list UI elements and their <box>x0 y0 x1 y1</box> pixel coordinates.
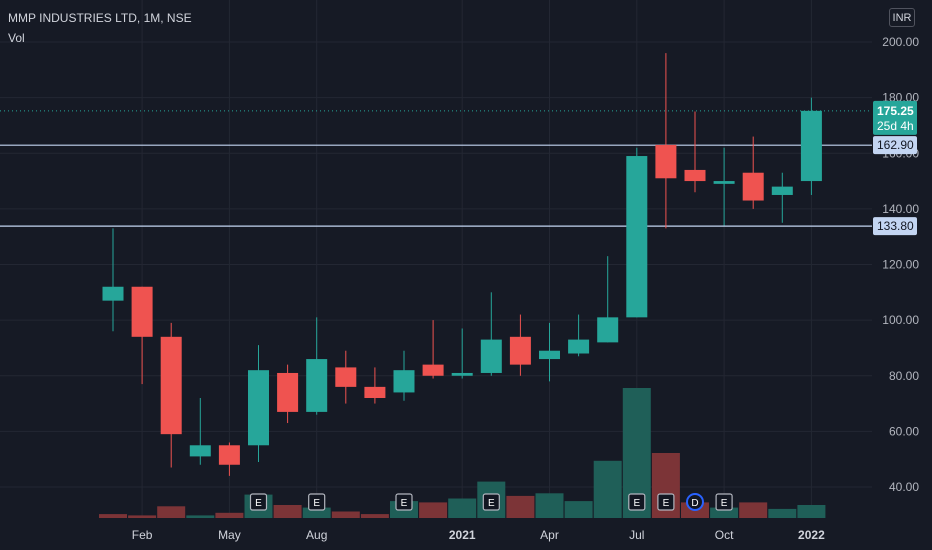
countdown-label: 25d 4h <box>877 119 914 133</box>
event-marker-label: E <box>401 498 408 509</box>
candle-body <box>713 181 735 184</box>
level-price-tag <box>873 136 917 155</box>
event-marker-label: E <box>633 498 640 509</box>
x-tick-label: Aug <box>306 528 327 542</box>
currency-badge[interactable]: INR <box>889 8 915 27</box>
volume-bar <box>157 506 186 518</box>
y-tick-label: 80.00 <box>889 369 919 383</box>
volume-bar <box>99 514 127 518</box>
y-tick-label: 140.00 <box>882 202 919 216</box>
candle-body <box>626 156 648 318</box>
earnings-marker-icon[interactable] <box>657 493 675 511</box>
candle-body <box>393 370 415 393</box>
event-marker-label: E <box>488 498 495 509</box>
candle-body <box>335 367 357 387</box>
volume-bar <box>739 502 768 518</box>
candle-body <box>684 169 706 182</box>
volume-bar <box>506 495 535 518</box>
x-tick-label: 2021 <box>449 528 476 542</box>
level-price-label: 162.90 <box>877 138 914 152</box>
candle-body <box>742 172 764 201</box>
level-price-label: 133.80 <box>877 219 914 233</box>
volume-bar <box>302 507 331 518</box>
dividend-marker-icon[interactable] <box>686 493 704 511</box>
x-tick-label: 2022 <box>798 528 825 542</box>
candle-body <box>160 336 182 435</box>
x-tick-label: Feb <box>132 528 153 542</box>
volume-bar <box>215 512 244 518</box>
y-tick-label: 200.00 <box>882 35 919 49</box>
candle-body <box>218 445 240 465</box>
volume-bar <box>710 507 739 518</box>
last-price-label: 175.25 <box>877 104 914 118</box>
y-tick-label: 120.00 <box>882 258 919 272</box>
candle-body <box>422 364 444 376</box>
candles <box>102 53 822 476</box>
y-tick-label: 100.00 <box>882 313 919 327</box>
volume-bar <box>797 505 826 518</box>
candle-body <box>277 372 299 412</box>
event-marker-label: E <box>313 498 320 509</box>
earnings-marker-icon[interactable] <box>482 493 500 511</box>
x-tick-label: Apr <box>540 528 559 542</box>
candle-body <box>364 386 386 398</box>
y-tick-label: 40.00 <box>889 480 919 494</box>
earnings-marker-icon[interactable] <box>715 493 733 511</box>
volume-bar <box>273 505 302 518</box>
candle-body <box>248 370 269 446</box>
last-price-tag <box>873 100 917 135</box>
event-marker-label: D <box>691 498 698 509</box>
candle-body <box>480 339 502 373</box>
event-marker-label: E <box>663 498 670 509</box>
volume-bar <box>593 460 622 518</box>
volume-bar <box>128 515 157 518</box>
volume-bar <box>360 514 389 518</box>
earnings-marker-icon[interactable] <box>249 493 268 511</box>
x-tick-label: May <box>218 528 241 542</box>
earnings-marker-icon[interactable] <box>395 493 413 511</box>
x-tick-label: Jul <box>629 528 644 542</box>
volume-bar <box>419 502 448 518</box>
candle-body <box>102 286 124 301</box>
candle-body <box>306 359 328 412</box>
event-marker-label: E <box>255 498 262 509</box>
candle-body <box>800 110 822 182</box>
candle-body <box>131 286 153 337</box>
y-tick-label: 60.00 <box>889 424 919 438</box>
level-price-tag <box>873 217 917 236</box>
candle-body <box>509 336 531 365</box>
candle-body <box>771 186 793 195</box>
candle-body <box>597 317 619 343</box>
event-marker-label: E <box>721 498 728 509</box>
volume-bar <box>186 515 215 518</box>
x-tick-label: Oct <box>715 528 734 542</box>
volume-bar <box>768 508 797 518</box>
volume-label: Vol <box>8 31 25 45</box>
candle-body <box>451 372 473 376</box>
candle-body <box>568 339 590 354</box>
volume-bar <box>448 498 477 518</box>
volume-bar <box>564 501 593 518</box>
earnings-marker-icon[interactable] <box>628 493 646 511</box>
volume-bar <box>535 493 564 518</box>
candle-body <box>655 144 677 179</box>
chart-title: MMP INDUSTRIES LTD, 1M, NSE <box>8 11 192 25</box>
candle-body <box>539 350 560 360</box>
volume-bar <box>331 511 360 518</box>
candle-body <box>189 445 211 457</box>
earnings-marker-icon[interactable] <box>308 493 326 511</box>
